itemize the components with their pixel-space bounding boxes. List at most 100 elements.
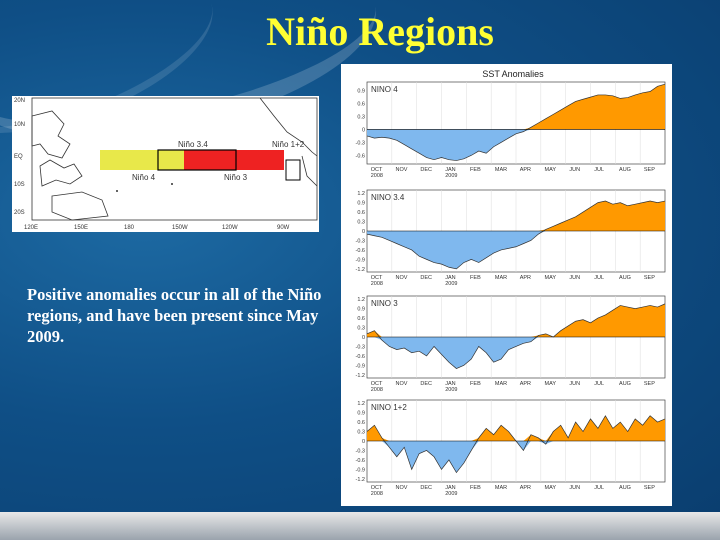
- x-tick-label: APR: [520, 167, 531, 173]
- positive-area: [367, 84, 665, 130]
- y-tick-label: -1.2: [356, 373, 365, 379]
- x-tick-label: MAR: [495, 167, 507, 173]
- y-tick-label: 1.2: [357, 297, 365, 303]
- negative-area: [367, 129, 665, 161]
- x-tick-label: MAR: [495, 381, 507, 387]
- nino4-label: Niño 4: [132, 173, 156, 182]
- x-tick-label: AUG: [619, 485, 631, 491]
- x-tick-label: OCT: [371, 167, 383, 173]
- y-tick-label: -0.6: [356, 354, 365, 360]
- x-tick-label: JAN: [445, 167, 455, 173]
- lat-tick: EQ: [14, 154, 23, 160]
- footer-band: [0, 512, 720, 540]
- nino3-region: [184, 150, 284, 170]
- x-tick-label: FEB: [470, 275, 481, 281]
- y-tick-label: -1.2: [356, 267, 365, 273]
- nino12-label: Niño 1+2: [272, 140, 305, 149]
- x-tick-label: SEP: [644, 381, 655, 387]
- y-tick-label: 0: [362, 127, 365, 133]
- chart-title: SST Anomalies: [482, 69, 544, 79]
- negative-area: [367, 441, 665, 473]
- x-tick-label: DEC: [420, 485, 432, 491]
- x-tick-label: 2009: [445, 281, 457, 287]
- positive-area: [367, 415, 665, 441]
- x-tick-label: MAR: [495, 275, 507, 281]
- x-tick-label: MAY: [545, 485, 557, 491]
- island-dot: [171, 183, 173, 185]
- asia-coast: [31, 110, 71, 159]
- y-tick-label: 1.2: [357, 401, 365, 407]
- americas-coast: [259, 97, 318, 157]
- nino3-label: Niño 3: [224, 173, 248, 182]
- y-tick-label: 0.9: [357, 411, 365, 417]
- x-tick-label: NOV: [396, 381, 408, 387]
- x-tick-label: JUN: [569, 275, 580, 281]
- x-tick-label: FEB: [470, 485, 481, 491]
- negative-area: [367, 337, 665, 369]
- y-tick-label: 0.3: [357, 220, 365, 226]
- y-tick-label: 0.6: [357, 210, 365, 216]
- lat-tick: 10S: [14, 182, 25, 188]
- nino4-region: [100, 150, 184, 170]
- y-tick-label: -0.9: [356, 257, 365, 263]
- x-tick-label: NOV: [396, 275, 408, 281]
- y-tick-label: 0: [362, 335, 365, 341]
- y-tick-label: 0.6: [357, 316, 365, 322]
- x-tick-label: MAY: [545, 275, 557, 281]
- y-tick-label: 0.9: [357, 307, 365, 313]
- x-tick-label: 2008: [371, 491, 383, 497]
- y-tick-label: -0.3: [356, 140, 365, 146]
- y-tick-label: 0.9: [357, 201, 365, 207]
- lon-tick: 150E: [74, 225, 88, 231]
- x-tick-label: FEB: [470, 381, 481, 387]
- positive-area: [367, 201, 665, 231]
- x-tick-label: JUN: [569, 485, 580, 491]
- lat-tick: 20S: [14, 210, 25, 216]
- y-tick-label: -0.3: [356, 344, 365, 350]
- island-dot: [116, 190, 118, 192]
- anomaly-line: [366, 83, 666, 161]
- x-tick-label: SEP: [644, 485, 655, 491]
- x-tick-label: NOV: [396, 167, 408, 173]
- x-tick-label: JUN: [569, 381, 580, 387]
- x-tick-label: JUN: [569, 167, 580, 173]
- lat-tick: 10N: [14, 122, 25, 128]
- x-tick-label: OCT: [371, 381, 383, 387]
- y-tick-label: 0: [362, 229, 365, 235]
- x-tick-label: JAN: [445, 275, 455, 281]
- nino34-label: Niño 3.4: [178, 140, 208, 149]
- x-tick-label: OCT: [371, 485, 383, 491]
- x-tick-label: 2008: [371, 173, 383, 179]
- nino34-box: [157, 149, 237, 171]
- lon-tick: 90W: [277, 225, 290, 231]
- x-tick-label: 2009: [445, 491, 457, 497]
- south-america-coast: [301, 155, 318, 187]
- x-tick-label: 2008: [371, 281, 383, 287]
- x-tick-label: JAN: [445, 381, 455, 387]
- x-tick-label: AUG: [619, 275, 631, 281]
- y-tick-label: 0.3: [357, 430, 365, 436]
- y-tick-label: 0.6: [357, 420, 365, 426]
- y-tick-label: 1.2: [357, 191, 365, 197]
- panel-name: NINO 3: [371, 299, 398, 308]
- x-tick-label: DEC: [420, 275, 432, 281]
- map-svg: Niño 3.4 Niño 1+2 Niño 4 Niño 3 20N 10N …: [14, 97, 318, 231]
- lon-tick: 120W: [222, 225, 238, 231]
- x-tick-label: MAR: [495, 485, 507, 491]
- x-tick-label: DEC: [420, 381, 432, 387]
- y-tick-label: -0.6: [356, 153, 365, 159]
- x-tick-label: JUL: [594, 275, 604, 281]
- panel-name: NINO 4: [371, 85, 398, 94]
- x-tick-label: MAY: [545, 167, 557, 173]
- y-tick-label: -0.6: [356, 458, 365, 464]
- lon-tick: 150W: [172, 225, 188, 231]
- x-tick-label: SEP: [644, 275, 655, 281]
- x-tick-label: NOV: [396, 485, 408, 491]
- x-tick-label: 2009: [445, 387, 457, 393]
- x-tick-label: AUG: [619, 167, 631, 173]
- lat-tick: 20N: [14, 98, 25, 104]
- x-tick-label: 2008: [371, 387, 383, 393]
- x-tick-label: OCT: [371, 275, 383, 281]
- positive-area: [367, 303, 665, 337]
- sst-chart-svg: SST Anomalies 0.9 0.6 0.3 0 -0.3 -0.6 NINO 4 OC…: [356, 69, 666, 497]
